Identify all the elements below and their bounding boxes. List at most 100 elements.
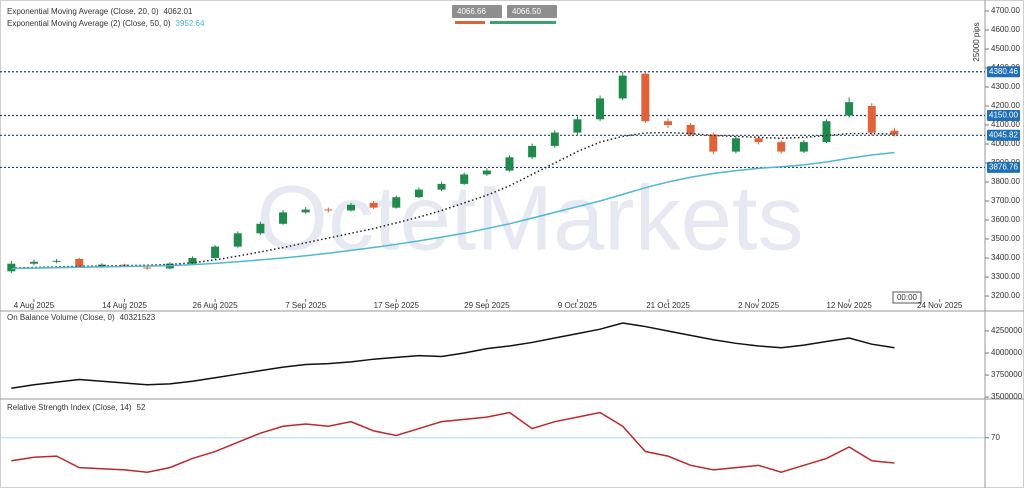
legend-value: 40321523: [120, 313, 156, 322]
sell-price[interactable]: 4066.66: [457, 7, 486, 16]
x-tick-label: 14 Aug 2025: [102, 301, 147, 310]
candle-body: [324, 209, 333, 211]
level-label: 3876.76: [989, 163, 1018, 172]
axis-note: 25000 pips: [972, 22, 981, 61]
y-tick-label: 3400.00: [991, 253, 1020, 262]
legend-value: 52: [137, 403, 146, 412]
candle-body: [29, 261, 38, 264]
time-box: [892, 291, 922, 304]
level-tag: [987, 161, 1020, 173]
y-tick-label: 4200.00: [991, 101, 1020, 110]
x-tick-label: 17 Sep 2025: [374, 301, 420, 310]
y-tick-label: 3500.00: [991, 234, 1020, 243]
legend-entry: Exponential Moving Average (2) (Close, 5…: [7, 19, 205, 28]
series-line: [11, 322, 895, 390]
x-tick-label: 26 Aug 2025: [193, 301, 238, 310]
candle-body: [369, 202, 378, 208]
level-tag: [987, 66, 1020, 78]
candle-body: [867, 106, 876, 133]
candle-body: [143, 267, 152, 269]
legend-entry: On Balance Volume (Close, 0) 40321523: [7, 313, 156, 322]
candle-body: [777, 142, 786, 152]
y-tick-label: 3500000: [991, 392, 1023, 401]
y-tick-label: 70: [991, 433, 1000, 442]
candle-body: [686, 125, 695, 135]
legend-value: 4062.01: [164, 7, 193, 16]
candle-body: [188, 258, 197, 264]
y-tick-label: 4700.00: [991, 6, 1020, 15]
candle-body: [528, 145, 537, 158]
x-tick-label: 21 Oct 2025: [646, 301, 690, 310]
candle-body: [550, 132, 559, 146]
legend-name: Relative Strength Index (Close, 14): [7, 403, 132, 412]
x-tick-label: 7 Sep 2025: [285, 301, 326, 310]
candle-body: [460, 174, 469, 184]
candle-body: [256, 223, 265, 234]
y-tick-label: 3700.00: [991, 196, 1020, 205]
level-tag: [987, 110, 1020, 121]
candle-body: [437, 183, 446, 190]
buy-button[interactable]: [507, 5, 557, 18]
x-tick-label: 2 Nov 2025: [738, 301, 779, 310]
x-tick-label: 9 Oct 2025: [558, 301, 598, 310]
candle-body: [573, 119, 582, 133]
y-tick-label: 3600.00: [991, 215, 1020, 224]
x-tick-label: 24 Nov 2025: [917, 301, 963, 310]
y-tick-label: 3800.00: [991, 177, 1020, 186]
candle-body: [641, 73, 650, 122]
candle-body: [392, 197, 401, 208]
buy-price[interactable]: 4066.50: [512, 7, 541, 16]
candle-body: [618, 75, 627, 99]
candle-body: [731, 138, 740, 152]
sell-button[interactable]: [452, 5, 502, 18]
x-tick-label: 29 Sep 2025: [464, 301, 510, 310]
candle-body: [709, 134, 718, 152]
level-tag: [987, 129, 1020, 141]
legend-value: 3952.64: [176, 19, 205, 28]
y-tick-label: 4300.00: [991, 82, 1020, 91]
legend-entry: Relative Strength Index (Close, 14) 52: [7, 403, 146, 412]
candle-body: [301, 209, 310, 213]
candle-body: [663, 121, 672, 125]
candle-body: [822, 121, 831, 143]
y-tick-label: 4250000: [991, 326, 1023, 335]
y-tick-label: 4600.00: [991, 25, 1020, 34]
candle-body: [890, 130, 899, 135]
candle-body: [211, 246, 220, 258]
legend-name: Exponential Moving Average (Close, 20, 0…: [7, 7, 159, 16]
candle-body: [414, 189, 423, 198]
candle-body: [596, 98, 605, 120]
candle-body: [845, 102, 854, 116]
sell-underline: [455, 21, 485, 24]
time-label: 00:00: [897, 293, 918, 302]
x-tick-label: 12 Nov 2025: [826, 301, 872, 310]
series-line: [11, 131, 895, 269]
series-line: [11, 411, 895, 473]
legend-name: Exponential Moving Average (2) (Close, 5…: [7, 19, 171, 28]
candle-body: [799, 142, 808, 152]
toolbar[interactable]: 4066.66 4066.50: [452, 5, 557, 24]
candle-body: [754, 138, 763, 143]
candle-body: [97, 264, 106, 267]
y-tick-label: 3750000: [991, 370, 1023, 379]
y-tick-label: 3200.00: [991, 291, 1020, 300]
legend-entry: Exponential Moving Average (Close, 20, 0…: [7, 7, 193, 16]
y-tick-label: 3300.00: [991, 272, 1020, 281]
candle-body: [346, 204, 355, 211]
candle-body: [52, 260, 61, 262]
y-tick-label: 4100.00: [991, 120, 1020, 129]
series-line: [11, 151, 895, 270]
candle-body: [279, 212, 288, 224]
x-tick-label: 4 Aug 2025: [14, 301, 55, 310]
level-label: 4045.82: [989, 130, 1018, 139]
y-tick-label: 4500.00: [991, 44, 1020, 53]
y-tick-label: 4000.00: [991, 139, 1020, 148]
y-tick-label: 4000000: [991, 348, 1023, 357]
legend-name: On Balance Volume (Close, 0): [7, 313, 115, 322]
level-label: 4380.46: [989, 67, 1018, 76]
candle-body: [75, 258, 84, 267]
candle-body: [505, 157, 514, 171]
candle-body: [233, 233, 242, 247]
